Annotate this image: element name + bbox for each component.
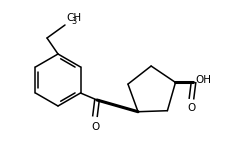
Text: 3: 3 [72,16,77,26]
Text: O: O [187,103,196,113]
Text: OH: OH [195,76,211,85]
Text: O: O [91,122,99,132]
Text: CH: CH [66,13,81,23]
